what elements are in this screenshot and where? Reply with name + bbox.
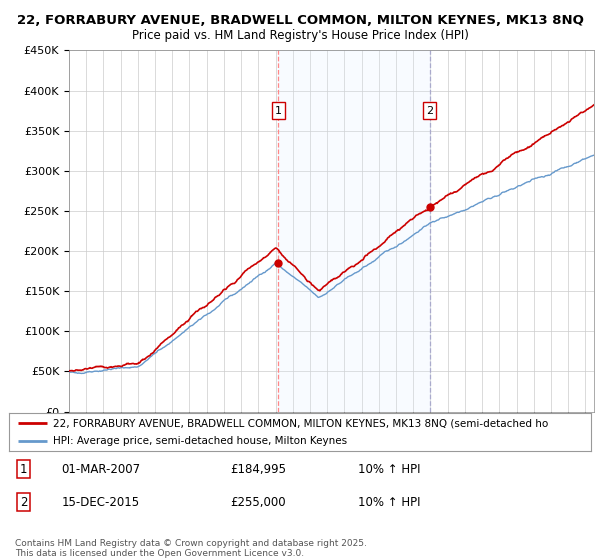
Text: 2: 2 [426, 106, 433, 115]
Bar [278, 50, 430, 412]
Text: Contains HM Land Registry data © Crown copyright and database right 2025.
This d: Contains HM Land Registry data © Crown c… [15, 539, 367, 558]
Text: 2: 2 [20, 496, 28, 508]
Text: 22, FORRABURY AVENUE, BRADWELL COMMON, MILTON KEYNES, MK13 8NQ (semi-detached ho: 22, FORRABURY AVENUE, BRADWELL COMMON, M… [53, 418, 548, 428]
Text: £255,000: £255,000 [230, 496, 286, 508]
Text: 1: 1 [20, 463, 28, 476]
Text: 01-MAR-2007: 01-MAR-2007 [61, 463, 140, 476]
Text: 22, FORRABURY AVENUE, BRADWELL COMMON, MILTON KEYNES, MK13 8NQ: 22, FORRABURY AVENUE, BRADWELL COMMON, M… [17, 14, 583, 27]
Text: £184,995: £184,995 [230, 463, 286, 476]
Text: 1: 1 [275, 106, 282, 115]
Text: HPI: Average price, semi-detached house, Milton Keynes: HPI: Average price, semi-detached house,… [53, 436, 347, 446]
Text: 10% ↑ HPI: 10% ↑ HPI [358, 463, 421, 476]
Text: Price paid vs. HM Land Registry's House Price Index (HPI): Price paid vs. HM Land Registry's House … [131, 29, 469, 42]
Text: 10% ↑ HPI: 10% ↑ HPI [358, 496, 421, 508]
Text: 15-DEC-2015: 15-DEC-2015 [61, 496, 140, 508]
